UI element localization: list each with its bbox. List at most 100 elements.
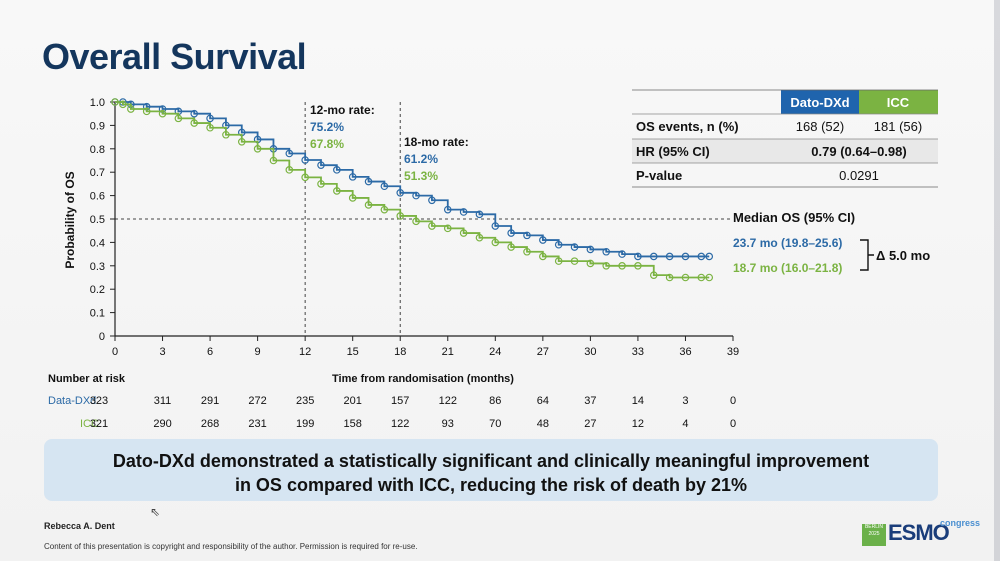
censor-mark (507, 243, 515, 251)
rate12-dato: 75.2% (310, 120, 344, 134)
censor-mark (301, 156, 309, 164)
censor-mark (665, 273, 674, 282)
censor-mark (348, 173, 357, 181)
censor-mark (475, 210, 484, 219)
censor-mark (618, 261, 626, 270)
rate12-icc: 67.8% (310, 137, 344, 151)
table-header-icc (859, 90, 938, 114)
censor-mark (665, 252, 674, 261)
x-tick-label: 24 (489, 346, 501, 358)
censor-mark (111, 98, 119, 106)
rate12-title: 12-mo rate: (310, 103, 375, 117)
risk-table-cell: 70 (489, 418, 501, 430)
risk-table-cell: 122 (391, 418, 409, 430)
table-cell: 181 (56) (874, 119, 922, 134)
risk-table-cell: 122 (439, 395, 457, 407)
censor-mark (602, 261, 611, 270)
author-name: Rebecca A. Dent (44, 521, 115, 531)
censor-mark (119, 100, 127, 109)
table-row-label: HR (95% CI) (636, 144, 710, 159)
x-tick-label: 12 (299, 346, 311, 358)
median-title: Median OS (95% CI) (733, 210, 855, 225)
y-tick-label: 0.7 (90, 167, 105, 179)
risk-table-cell: 158 (344, 418, 362, 430)
x-tick-label: 30 (584, 346, 596, 358)
censor-mark (174, 114, 183, 123)
censor-mark (285, 166, 294, 174)
censor-mark (348, 194, 357, 202)
chart-axes: 00.10.20.30.40.50.60.70.80.91.00 3 6 9 12 15 1… (90, 97, 739, 358)
table-cell: 0.79 (0.64–0.98) (811, 144, 906, 159)
x-tick-label: 0 (112, 346, 118, 358)
y-tick-label: 0.8 (90, 144, 105, 156)
censor-mark (697, 252, 706, 261)
censor-mark (380, 182, 389, 191)
risk-table-cell: 268 (201, 418, 219, 430)
censor-mark (222, 130, 230, 139)
risk-table-cell: 201 (344, 395, 362, 407)
censor-mark (269, 156, 278, 165)
x-tick-label: 27 (537, 346, 549, 358)
censor-mark (301, 173, 309, 182)
censor-mark (364, 177, 373, 186)
censor-mark (380, 205, 389, 214)
censor-mark (190, 109, 199, 118)
censor-mark (443, 224, 452, 233)
table-row-label: P-value (636, 168, 682, 183)
x-tick-label: 21 (442, 346, 454, 358)
esmo-logo: BERLIN 2025 ESMO congress (862, 518, 982, 550)
risk-table-cell: 0 (730, 418, 736, 430)
censor-mark (602, 247, 611, 256)
x-tick-label: 39 (727, 346, 739, 358)
table-header-icc-label: ICC (887, 95, 910, 110)
y-tick-label: 0 (99, 331, 105, 343)
table-row-bg (632, 139, 938, 163)
logo-brand: ESMO (888, 520, 950, 545)
censor-mark (554, 240, 563, 249)
risk-table-cell: 93 (442, 418, 454, 430)
censor-mark (586, 245, 595, 254)
y-tick-label: 0.2 (90, 284, 105, 296)
summary-line-1: Dato-DXd demonstrated a statistically si… (112, 451, 870, 471)
censor-mark (364, 201, 373, 209)
y-tick-label: 0.5 (90, 214, 105, 226)
rate18-title: 18-mo rate: (404, 135, 469, 149)
median-dato: 23.7 mo (19.8–25.6) (733, 236, 842, 250)
censor-mark (475, 233, 484, 242)
censor-mark (333, 166, 341, 174)
censor-mark (586, 259, 595, 268)
risk-table-values: 323 311 291 272 235 201 157 122 86 64 37 14 3 0 321 290… (90, 395, 736, 430)
censor-mark (507, 229, 515, 237)
censor-mark (158, 109, 167, 118)
censor-mark (459, 229, 468, 237)
y-tick-label: 0.6 (90, 191, 105, 203)
risk-table-cell: 311 (154, 395, 172, 407)
x-tick-label: 36 (679, 346, 691, 358)
series-line (115, 101, 710, 279)
censor-mark (333, 187, 341, 195)
table-cell: 168 (52) (796, 119, 844, 134)
risk-table-cell: 37 (584, 395, 596, 407)
x-tick-label: 15 (347, 346, 359, 358)
risk-table-cell: 14 (632, 395, 644, 407)
x-tick-label: 3 (159, 346, 165, 358)
y-tick-label: 0.1 (90, 308, 105, 320)
x-tick-label: 33 (632, 346, 644, 358)
censor-mark (206, 114, 214, 123)
censor-mark (412, 217, 420, 226)
rate18-icc: 51.3% (404, 169, 438, 183)
censor-mark (443, 205, 452, 214)
censor-mark (539, 252, 547, 261)
censor-mark (127, 105, 135, 113)
censor-mark (317, 180, 325, 188)
results-table: Dato-DXd ICC OS events, n (%) 168 (52) 1… (632, 89, 938, 188)
risk-table-cell: 272 (248, 395, 266, 407)
table-cell: 0.0291 (839, 168, 879, 183)
censor-mark (190, 119, 199, 127)
mouse-cursor-icon: ⇖ (150, 505, 161, 519)
risk-table-cell: 48 (537, 418, 549, 430)
censor-mark (681, 252, 690, 261)
risk-table-cell: 3 (682, 395, 688, 407)
risk-table-cell: 86 (489, 395, 501, 407)
censor-mark (618, 250, 626, 258)
